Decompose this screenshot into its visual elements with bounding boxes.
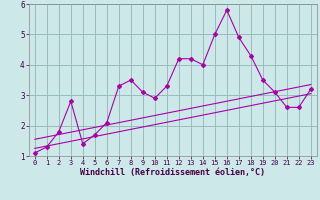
X-axis label: Windchill (Refroidissement éolien,°C): Windchill (Refroidissement éolien,°C) [80,168,265,177]
